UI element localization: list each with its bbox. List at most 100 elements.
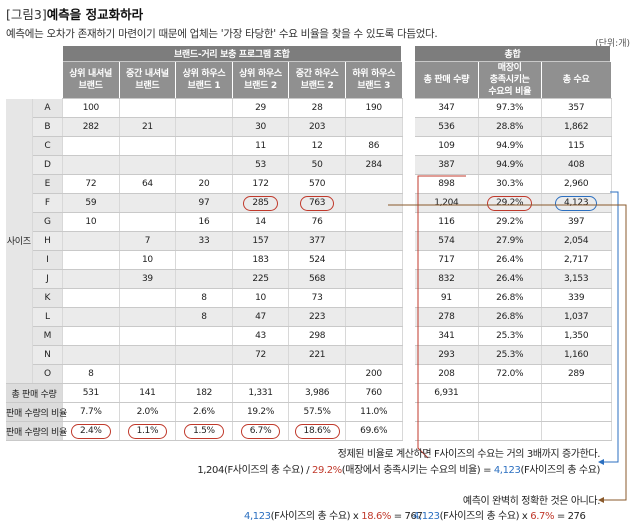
table-cell bbox=[345, 117, 403, 137]
table-cell bbox=[345, 345, 403, 365]
table-row: J 39 225 568 832 26.4% 3,153 bbox=[6, 269, 612, 289]
table-row: F 59 97 285 763 1,204 29.2% 4,123 bbox=[6, 193, 612, 213]
summary-cell: 6.7% bbox=[232, 421, 290, 441]
summary-label: 총 판매 수량 bbox=[6, 383, 64, 403]
table-cell bbox=[345, 231, 403, 251]
table-cell bbox=[119, 364, 177, 384]
summary-cell: 2.6% bbox=[175, 402, 233, 422]
table-cell bbox=[345, 307, 403, 327]
table-cell bbox=[62, 250, 120, 270]
table-row: E 72 64 20 172 570 898 30.3% 2,960 bbox=[6, 174, 612, 194]
spacer bbox=[402, 345, 416, 365]
table-cell bbox=[232, 364, 290, 384]
size-label: H bbox=[32, 231, 64, 251]
size-label: O bbox=[32, 364, 64, 384]
size-label: D bbox=[32, 155, 64, 175]
pct-cell: 28.8% bbox=[478, 117, 542, 137]
table-cell: 223 bbox=[288, 307, 346, 327]
unit-label: (단위:개) bbox=[595, 39, 630, 49]
a2-left-part1: (F사이즈의 총 수요) x bbox=[270, 511, 362, 522]
table-cell: 8 bbox=[175, 307, 233, 327]
table-cell bbox=[62, 326, 120, 346]
table-cell: 157 bbox=[232, 231, 290, 251]
table-cell: 568 bbox=[288, 269, 346, 289]
table-row: M 43 298 341 25.3% 1,350 bbox=[6, 326, 612, 346]
spacer bbox=[402, 383, 416, 403]
pct-cell: 25.3% bbox=[478, 326, 542, 346]
demand-cell: 397 bbox=[541, 212, 612, 232]
summary-cell: 182 bbox=[175, 383, 233, 403]
total-sales-cell: 717 bbox=[415, 250, 479, 270]
table-cell: 225 bbox=[232, 269, 290, 289]
table-cell bbox=[62, 155, 120, 175]
total-sales-cell: 574 bbox=[415, 231, 479, 251]
size-side-label: 사이즈 bbox=[6, 98, 33, 384]
summary-row: 판매 수량의 비율 7.7% 2.0% 2.6% 19.2% 57.5% 11.0% bbox=[6, 402, 612, 422]
table-cell bbox=[119, 326, 177, 346]
table-cell bbox=[345, 174, 403, 194]
total-sales-cell: 341 bbox=[415, 326, 479, 346]
spacer bbox=[402, 98, 416, 118]
table-cell: 59 bbox=[62, 193, 120, 213]
size-label: L bbox=[32, 307, 64, 327]
table-cell: 203 bbox=[288, 117, 346, 137]
table-cell bbox=[119, 345, 177, 365]
table-row: I 10 183 524 717 26.4% 2,717 bbox=[6, 250, 612, 270]
table-cell bbox=[119, 288, 177, 308]
table-cell: 16 bbox=[175, 212, 233, 232]
size-label: C bbox=[32, 136, 64, 156]
summary-empty bbox=[541, 421, 612, 441]
size-label: M bbox=[32, 326, 64, 346]
table-cell: 100 bbox=[62, 98, 120, 118]
pct-cell: 26.4% bbox=[478, 269, 542, 289]
table-cell bbox=[175, 98, 233, 118]
table-cell: 30 bbox=[232, 117, 290, 137]
summary-cell: 11.0% bbox=[345, 402, 403, 422]
summary-cell: 69.6% bbox=[345, 421, 403, 441]
highlight-oval: 1.5% bbox=[184, 423, 224, 439]
annotation-2-left-formula: 4,123(F사이즈의 총 수요) x 18.6% = 767 bbox=[244, 507, 423, 522]
summary-cell: 2.4% bbox=[62, 421, 120, 441]
figure-subtitle: 예측에는 오차가 존재하기 마련이기 때문에 업체는 '가장 타당한' 수요 비… bbox=[6, 28, 438, 40]
demand-cell: 2,717 bbox=[541, 250, 612, 270]
total-sales-cell: 293 bbox=[415, 345, 479, 365]
spacer bbox=[402, 364, 416, 384]
demand-table: 브랜드-거리 보충 프로그램 조합 총합 상위 내셔널 브랜드 중간 내셔널 브랜… bbox=[6, 46, 612, 441]
table-cell: 200 bbox=[345, 364, 403, 384]
table-cell: 20 bbox=[175, 174, 233, 194]
spacer bbox=[402, 269, 416, 289]
total-sales-cell: 109 bbox=[415, 136, 479, 156]
a1-red-value: 29.2% bbox=[311, 465, 342, 476]
table-cell: 284 bbox=[345, 155, 403, 175]
demand-cell: 2,054 bbox=[541, 231, 612, 251]
a2-right-blue: 4,123 bbox=[413, 511, 440, 522]
a2-left-part2: = 767 bbox=[391, 511, 423, 522]
table-row: O 8 200 208 72.0% 289 bbox=[6, 364, 612, 384]
total-header-1: 총 판매 수량 bbox=[415, 61, 479, 99]
total-sales-cell: 347 bbox=[415, 98, 479, 118]
total-sales-cell: 832 bbox=[415, 269, 479, 289]
spacer bbox=[402, 193, 416, 213]
table-cell: 524 bbox=[288, 250, 346, 270]
table-cell bbox=[175, 364, 233, 384]
spacer bbox=[402, 326, 416, 346]
pct-cell: 25.3% bbox=[478, 345, 542, 365]
demand-cell: 1,160 bbox=[541, 345, 612, 365]
pct-cell: 72.0% bbox=[478, 364, 542, 384]
table-row: B 282 21 30 203 536 28.8% 1,862 bbox=[6, 117, 612, 137]
total-sales-cell: 387 bbox=[415, 155, 479, 175]
table-cell: 39 bbox=[119, 269, 177, 289]
table-cell: 72 bbox=[62, 174, 120, 194]
table-cell: 8 bbox=[62, 364, 120, 384]
spacer bbox=[402, 136, 416, 156]
table-cell bbox=[62, 307, 120, 327]
table-row: C 11 12 86 109 94.9% 115 bbox=[6, 136, 612, 156]
table-cell bbox=[175, 136, 233, 156]
spacer bbox=[402, 174, 416, 194]
table-cell: 47 bbox=[232, 307, 290, 327]
table-cell: 763 bbox=[288, 193, 346, 213]
total-sales-cell: 116 bbox=[415, 212, 479, 232]
table-cell bbox=[62, 136, 120, 156]
spacer bbox=[402, 117, 416, 137]
demand-cell: 408 bbox=[541, 155, 612, 175]
